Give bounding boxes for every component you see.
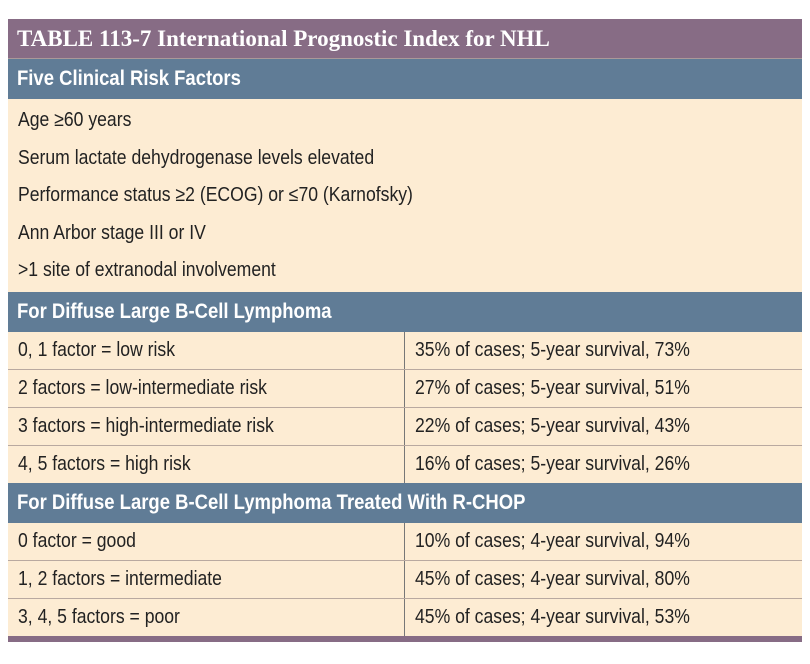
table-row: 3 factors = high-intermediate risk 22% of… xyxy=(8,407,802,446)
outcome-cell: 22% of cases; 5-year survival, 43% xyxy=(415,414,690,437)
section-header: For Diffuse Large B-Cell Lymphoma xyxy=(8,291,802,332)
section-header-text: For Diffuse Large B-Cell Lymphoma xyxy=(17,299,332,323)
list-item-text: Ann Arbor stage III or IV xyxy=(18,221,206,244)
risk-factor-list: Age ≥60 years Serum lactate dehydrogenas… xyxy=(8,99,802,292)
list-item: Ann Arbor stage III or IV xyxy=(8,215,802,253)
section-header: Five Clinical Risk Factors xyxy=(8,59,802,99)
outcome-cell: 27% of cases; 5-year survival, 51% xyxy=(415,376,690,399)
section-header-text: Five Clinical Risk Factors xyxy=(17,67,241,90)
outcome-cell: 45% of cases; 4-year survival, 53% xyxy=(415,605,690,628)
table-row: 4, 5 factors = high risk 16% of cases; 5-… xyxy=(8,445,802,483)
risk-cell: 1, 2 factors = intermediate xyxy=(8,560,405,598)
table-bottom-rule xyxy=(8,635,802,642)
prognostic-index-table: TABLE 113-7 International Prognostic Ind… xyxy=(8,19,802,642)
outcome-cell: 35% of cases; 5-year survival, 73% xyxy=(415,338,690,361)
list-item: >1 site of extranodal involvement xyxy=(8,252,802,290)
table-title: TABLE 113-7 International Prognostic Ind… xyxy=(8,19,802,59)
outcome-cell: 10% of cases; 4-year survival, 94% xyxy=(415,529,690,552)
table-row: 3, 4, 5 factors = poor 45% of cases; 4-ye… xyxy=(8,598,802,636)
table-row: 0, 1 factor = low risk 35% of cases; 5-ye… xyxy=(8,331,802,370)
risk-cell: 0, 1 factor = low risk xyxy=(8,331,405,369)
list-item: Performance status ≥2 (ECOG) or ≤70 (Kar… xyxy=(8,177,802,215)
risk-cell: 4, 5 factors = high risk xyxy=(8,445,405,483)
risk-cell: 2 factors = low-intermediate risk xyxy=(8,369,405,407)
risk-cell: 3 factors = high-intermediate risk xyxy=(8,407,405,445)
section-header: For Diffuse Large B-Cell Lymphoma Treate… xyxy=(8,482,802,523)
table-row: 2 factors = low-intermediate risk 27% of … xyxy=(8,369,802,408)
risk-cell: 3, 4, 5 factors = poor xyxy=(8,598,405,636)
risk-cell: 0 factor = good xyxy=(8,522,405,560)
list-item-text: Serum lactate dehydrogenase levels eleva… xyxy=(18,146,375,169)
list-item: Serum lactate dehydrogenase levels eleva… xyxy=(8,140,802,178)
list-item-text: >1 site of extranodal involvement xyxy=(18,259,276,281)
table-row: 1, 2 factors = intermediate 45% of cases;… xyxy=(8,560,802,599)
section-header-text: For Diffuse Large B-Cell Lymphoma Treate… xyxy=(17,490,526,514)
list-item: Age ≥60 years xyxy=(8,102,802,140)
list-item-text: Performance status ≥2 (ECOG) or ≤70 (Kar… xyxy=(18,184,413,206)
table-row: 0 factor = good 10% of cases; 4-year surv… xyxy=(8,522,802,561)
list-item-text: Age ≥60 years xyxy=(18,109,132,131)
outcome-cell: 45% of cases; 4-year survival, 80% xyxy=(415,567,690,590)
outcome-cell: 16% of cases; 5-year survival, 26% xyxy=(415,452,690,475)
